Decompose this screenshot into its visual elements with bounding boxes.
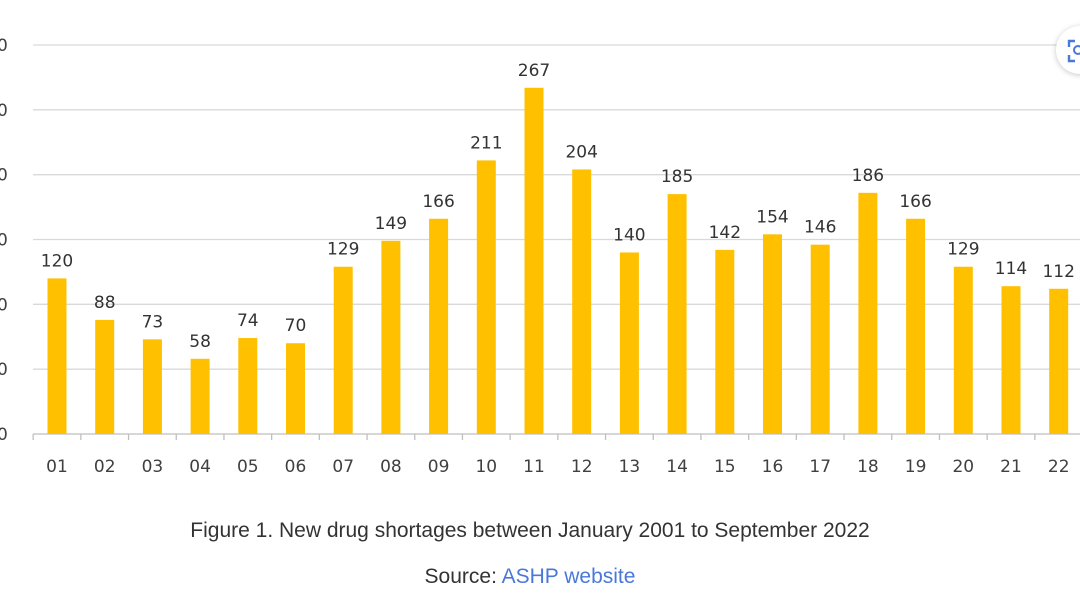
y-tick-label: 0 xyxy=(0,231,8,251)
x-tick-label: 15 xyxy=(714,457,736,477)
data-label: 166 xyxy=(422,192,454,212)
data-label: 267 xyxy=(518,61,550,81)
x-tick-label: 14 xyxy=(666,457,688,477)
data-label: 112 xyxy=(1042,262,1074,282)
x-tick-label: 05 xyxy=(237,457,259,477)
data-label: 154 xyxy=(756,207,788,227)
bar xyxy=(190,358,210,434)
data-label: 140 xyxy=(613,225,645,245)
data-label: 142 xyxy=(709,223,741,243)
bar xyxy=(858,192,878,434)
x-tick-label: 01 xyxy=(46,457,68,477)
source-line: Source: ASHP website xyxy=(0,565,1060,589)
bar xyxy=(381,240,401,434)
x-tick-label: 19 xyxy=(905,457,927,477)
x-tick-label: 22 xyxy=(1048,457,1070,477)
data-label: 129 xyxy=(947,240,979,260)
x-tick-label: 11 xyxy=(523,457,545,477)
x-tick-label: 06 xyxy=(285,457,307,477)
bar xyxy=(715,249,735,434)
data-label: 73 xyxy=(142,312,164,332)
x-tick-label: 02 xyxy=(94,457,116,477)
x-tick-label: 12 xyxy=(571,457,593,477)
expand-icon xyxy=(1067,39,1080,63)
y-tick-label: 0 xyxy=(0,36,8,56)
source-prefix: Source: xyxy=(424,565,502,588)
x-tick-label: 10 xyxy=(475,457,497,477)
bars xyxy=(47,87,1069,435)
y-tick-label: 0 xyxy=(0,166,8,186)
x-tick-label: 17 xyxy=(809,457,831,477)
data-label: 204 xyxy=(565,142,597,162)
bar xyxy=(238,338,258,434)
y-tick-label: 0 xyxy=(0,360,8,380)
bar xyxy=(286,343,305,434)
data-label: 120 xyxy=(41,251,73,271)
x-tick-label: 03 xyxy=(142,457,164,477)
data-label: 114 xyxy=(995,259,1027,279)
bar xyxy=(95,319,115,434)
data-label: 70 xyxy=(285,316,307,336)
x-tick-labels: 01 02 03 04 05 06 07 08 09 10 11 12 13 14 15 16 17 18 19 20… xyxy=(46,457,1069,477)
bar xyxy=(667,194,687,434)
x-tick-label: 08 xyxy=(380,457,402,477)
x-tick-label: 13 xyxy=(619,457,641,477)
x-tick-label: 20 xyxy=(952,457,974,477)
x-tick-label: 16 xyxy=(762,457,784,477)
y-tick-label: 0 xyxy=(0,295,8,315)
data-label: 74 xyxy=(237,311,259,331)
y-tick-label: 0 xyxy=(0,425,8,445)
bar xyxy=(619,252,639,434)
bar xyxy=(47,278,67,434)
bar xyxy=(333,266,353,434)
x-tick-label: 04 xyxy=(189,457,211,477)
x-tick-label: 21 xyxy=(1000,457,1022,477)
source-link[interactable]: ASHP website xyxy=(501,565,636,588)
bar xyxy=(476,160,496,435)
data-label: 186 xyxy=(852,166,884,186)
data-label: 58 xyxy=(189,332,211,352)
bar xyxy=(572,169,592,435)
x-tick-label: 07 xyxy=(332,457,354,477)
x-tick-label: 18 xyxy=(857,457,879,477)
bar xyxy=(906,218,926,434)
bar xyxy=(429,218,449,434)
bar xyxy=(142,339,162,434)
data-label: 185 xyxy=(661,167,693,187)
data-label: 88 xyxy=(94,293,116,313)
data-label: 149 xyxy=(375,214,407,234)
x-tick-label: 09 xyxy=(428,457,450,477)
figure-caption: Figure 1. New drug shortages between Jan… xyxy=(190,519,870,542)
y-tick-label: 0 xyxy=(0,101,8,121)
data-label: 211 xyxy=(470,133,502,153)
bar xyxy=(810,244,830,434)
y-tick-labels: 0 0 0 0 0 0 0 xyxy=(0,36,8,445)
bar xyxy=(763,234,782,434)
data-label: 146 xyxy=(804,218,836,238)
bar xyxy=(953,266,973,434)
bar xyxy=(1001,286,1021,434)
bar xyxy=(524,87,544,434)
data-label: 166 xyxy=(899,192,931,212)
bar xyxy=(1049,288,1069,434)
data-label: 129 xyxy=(327,240,359,260)
data-labels: 120 88 73 58 74 70 129 149 166 211 267 204 140 185 142… xyxy=(41,61,1075,352)
